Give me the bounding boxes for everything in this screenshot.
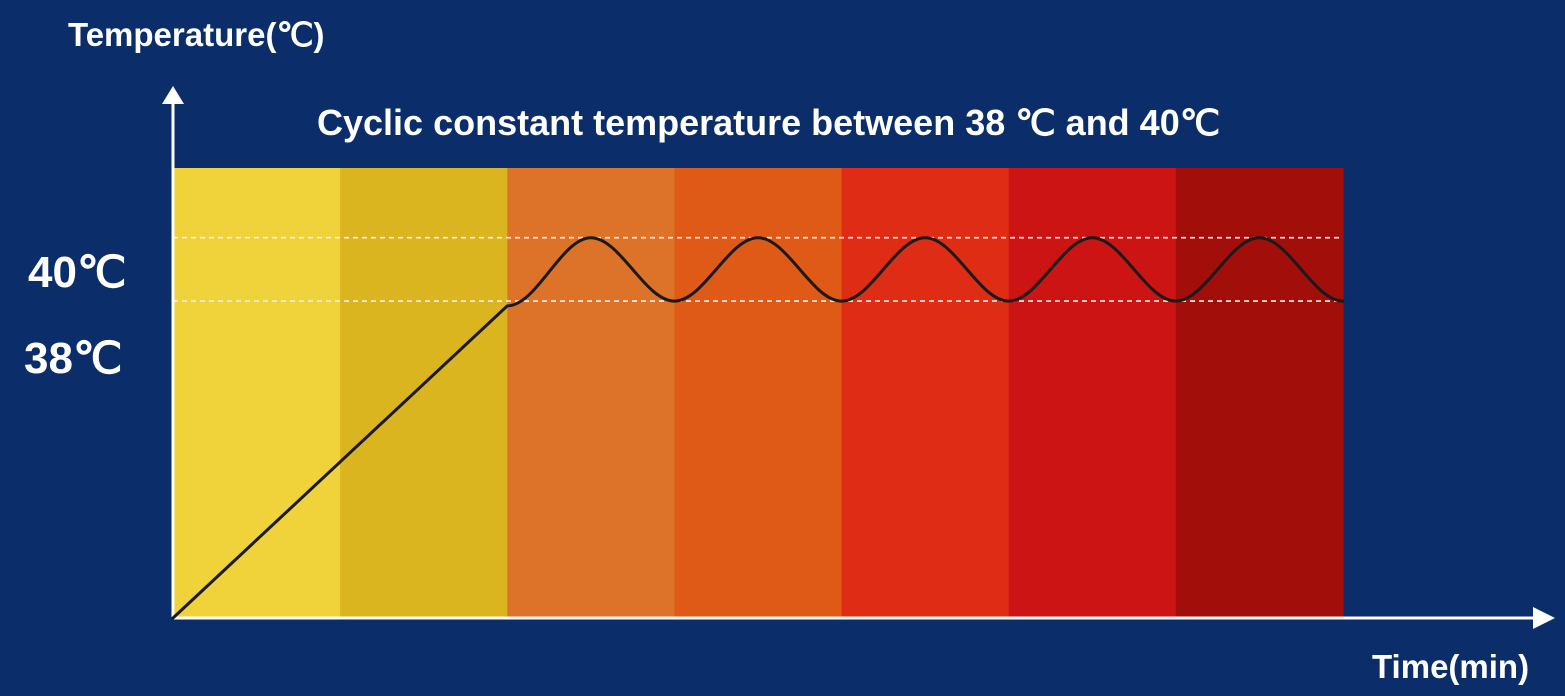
background-band [1175, 168, 1344, 618]
chart-title: Cyclic constant temperature between 38 ℃… [317, 102, 1220, 143]
background-band [1008, 168, 1177, 618]
y-axis-arrow-icon [162, 86, 184, 104]
background-band [507, 168, 675, 618]
tick-labels: 40℃ 38℃ [24, 248, 126, 383]
background-band [841, 168, 1010, 618]
y-axis-label: Temperature(℃) [68, 16, 325, 53]
x-axis-label: Time(min) [1372, 648, 1529, 685]
x-axis-arrow-icon [1533, 607, 1555, 629]
background-bands [173, 168, 1344, 618]
background-band [173, 168, 341, 618]
background-band [674, 168, 843, 618]
axes [162, 86, 1555, 629]
background-band [340, 168, 508, 618]
y-tick-label-40: 40℃ [28, 248, 126, 297]
y-tick-label-38: 38℃ [24, 334, 122, 383]
temperature-series-line [171, 236, 1345, 620]
series-layer [171, 236, 1345, 620]
